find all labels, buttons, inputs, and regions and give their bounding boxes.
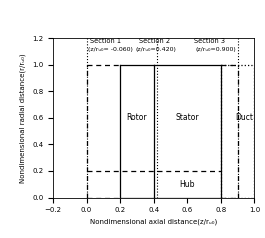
Text: (z/rᵤ₀= -0.060): (z/rᵤ₀= -0.060): [88, 47, 133, 52]
Text: Section 3: Section 3: [194, 38, 225, 44]
Text: Stator: Stator: [175, 113, 199, 122]
Text: Duct: Duct: [235, 113, 253, 122]
Text: Section 1: Section 1: [90, 38, 121, 44]
X-axis label: Nondimensional axial distance(z/rᵤ₀): Nondimensional axial distance(z/rᵤ₀): [90, 219, 217, 225]
Text: (z/rᵤ₀=0.420): (z/rᵤ₀=0.420): [135, 47, 176, 52]
Y-axis label: Nondimensional radial distance(r/rᵤ₀): Nondimensional radial distance(r/rᵤ₀): [20, 53, 26, 183]
Text: Hub: Hub: [179, 180, 195, 189]
Text: (z/rᵤ₀=0.900): (z/rᵤ₀=0.900): [196, 47, 236, 52]
Text: Section 2: Section 2: [139, 38, 170, 44]
Text: Rotor: Rotor: [127, 113, 147, 122]
